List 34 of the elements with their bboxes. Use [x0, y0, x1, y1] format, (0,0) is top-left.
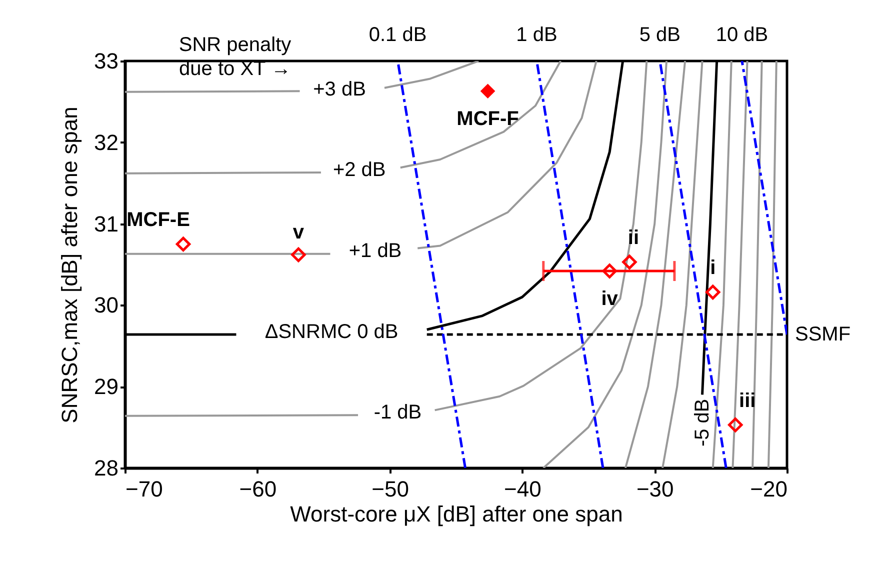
series-label: 5 dB	[639, 24, 680, 46]
series-label: ΔSNRMC 0 dB	[264, 321, 398, 344]
x-tick-label: −40	[504, 476, 542, 502]
data-label: iii	[739, 390, 756, 412]
y-tick-label: 32	[94, 130, 118, 155]
data-label: MCF-E	[126, 209, 190, 232]
x-tick-label: −20	[750, 476, 788, 502]
y-tick-label: 29	[94, 374, 118, 400]
series-label: 10 dB	[716, 24, 768, 46]
series-label: +3 dB	[313, 78, 366, 100]
x-tick-label: −60	[239, 476, 277, 502]
series-label: SSMF	[795, 324, 851, 346]
line-series	[542, 61, 668, 468]
series-label: -1 dB	[374, 402, 422, 424]
y-axis-title: SNRSC,max [dB] after one span	[57, 106, 82, 424]
series-label: 1 dB	[516, 24, 558, 46]
x-tick-label: −50	[372, 476, 409, 502]
text: -5 dB	[691, 398, 714, 447]
line-series	[624, 61, 686, 468]
data-label: iv	[601, 288, 619, 310]
series-label: MCF-F	[456, 108, 519, 130]
data-label: i	[710, 257, 716, 280]
data-label: v	[292, 222, 305, 244]
y-tick-label: 31	[94, 211, 118, 236]
y-tick-label: 28	[94, 456, 118, 480]
x-tick-label: −30	[636, 476, 674, 502]
data-label: ii	[628, 227, 640, 250]
series-label: +2 dB	[332, 159, 386, 182]
series-label: 0.1 dB	[368, 24, 427, 46]
x-axis-title: Worst-core μX [dB] after one span	[290, 502, 623, 526]
series-label: +1 dB	[348, 240, 402, 262]
y-tick-label: 30	[94, 292, 118, 318]
x-tick-label: −70	[126, 476, 163, 502]
y-tick-label: 33	[94, 48, 118, 74]
